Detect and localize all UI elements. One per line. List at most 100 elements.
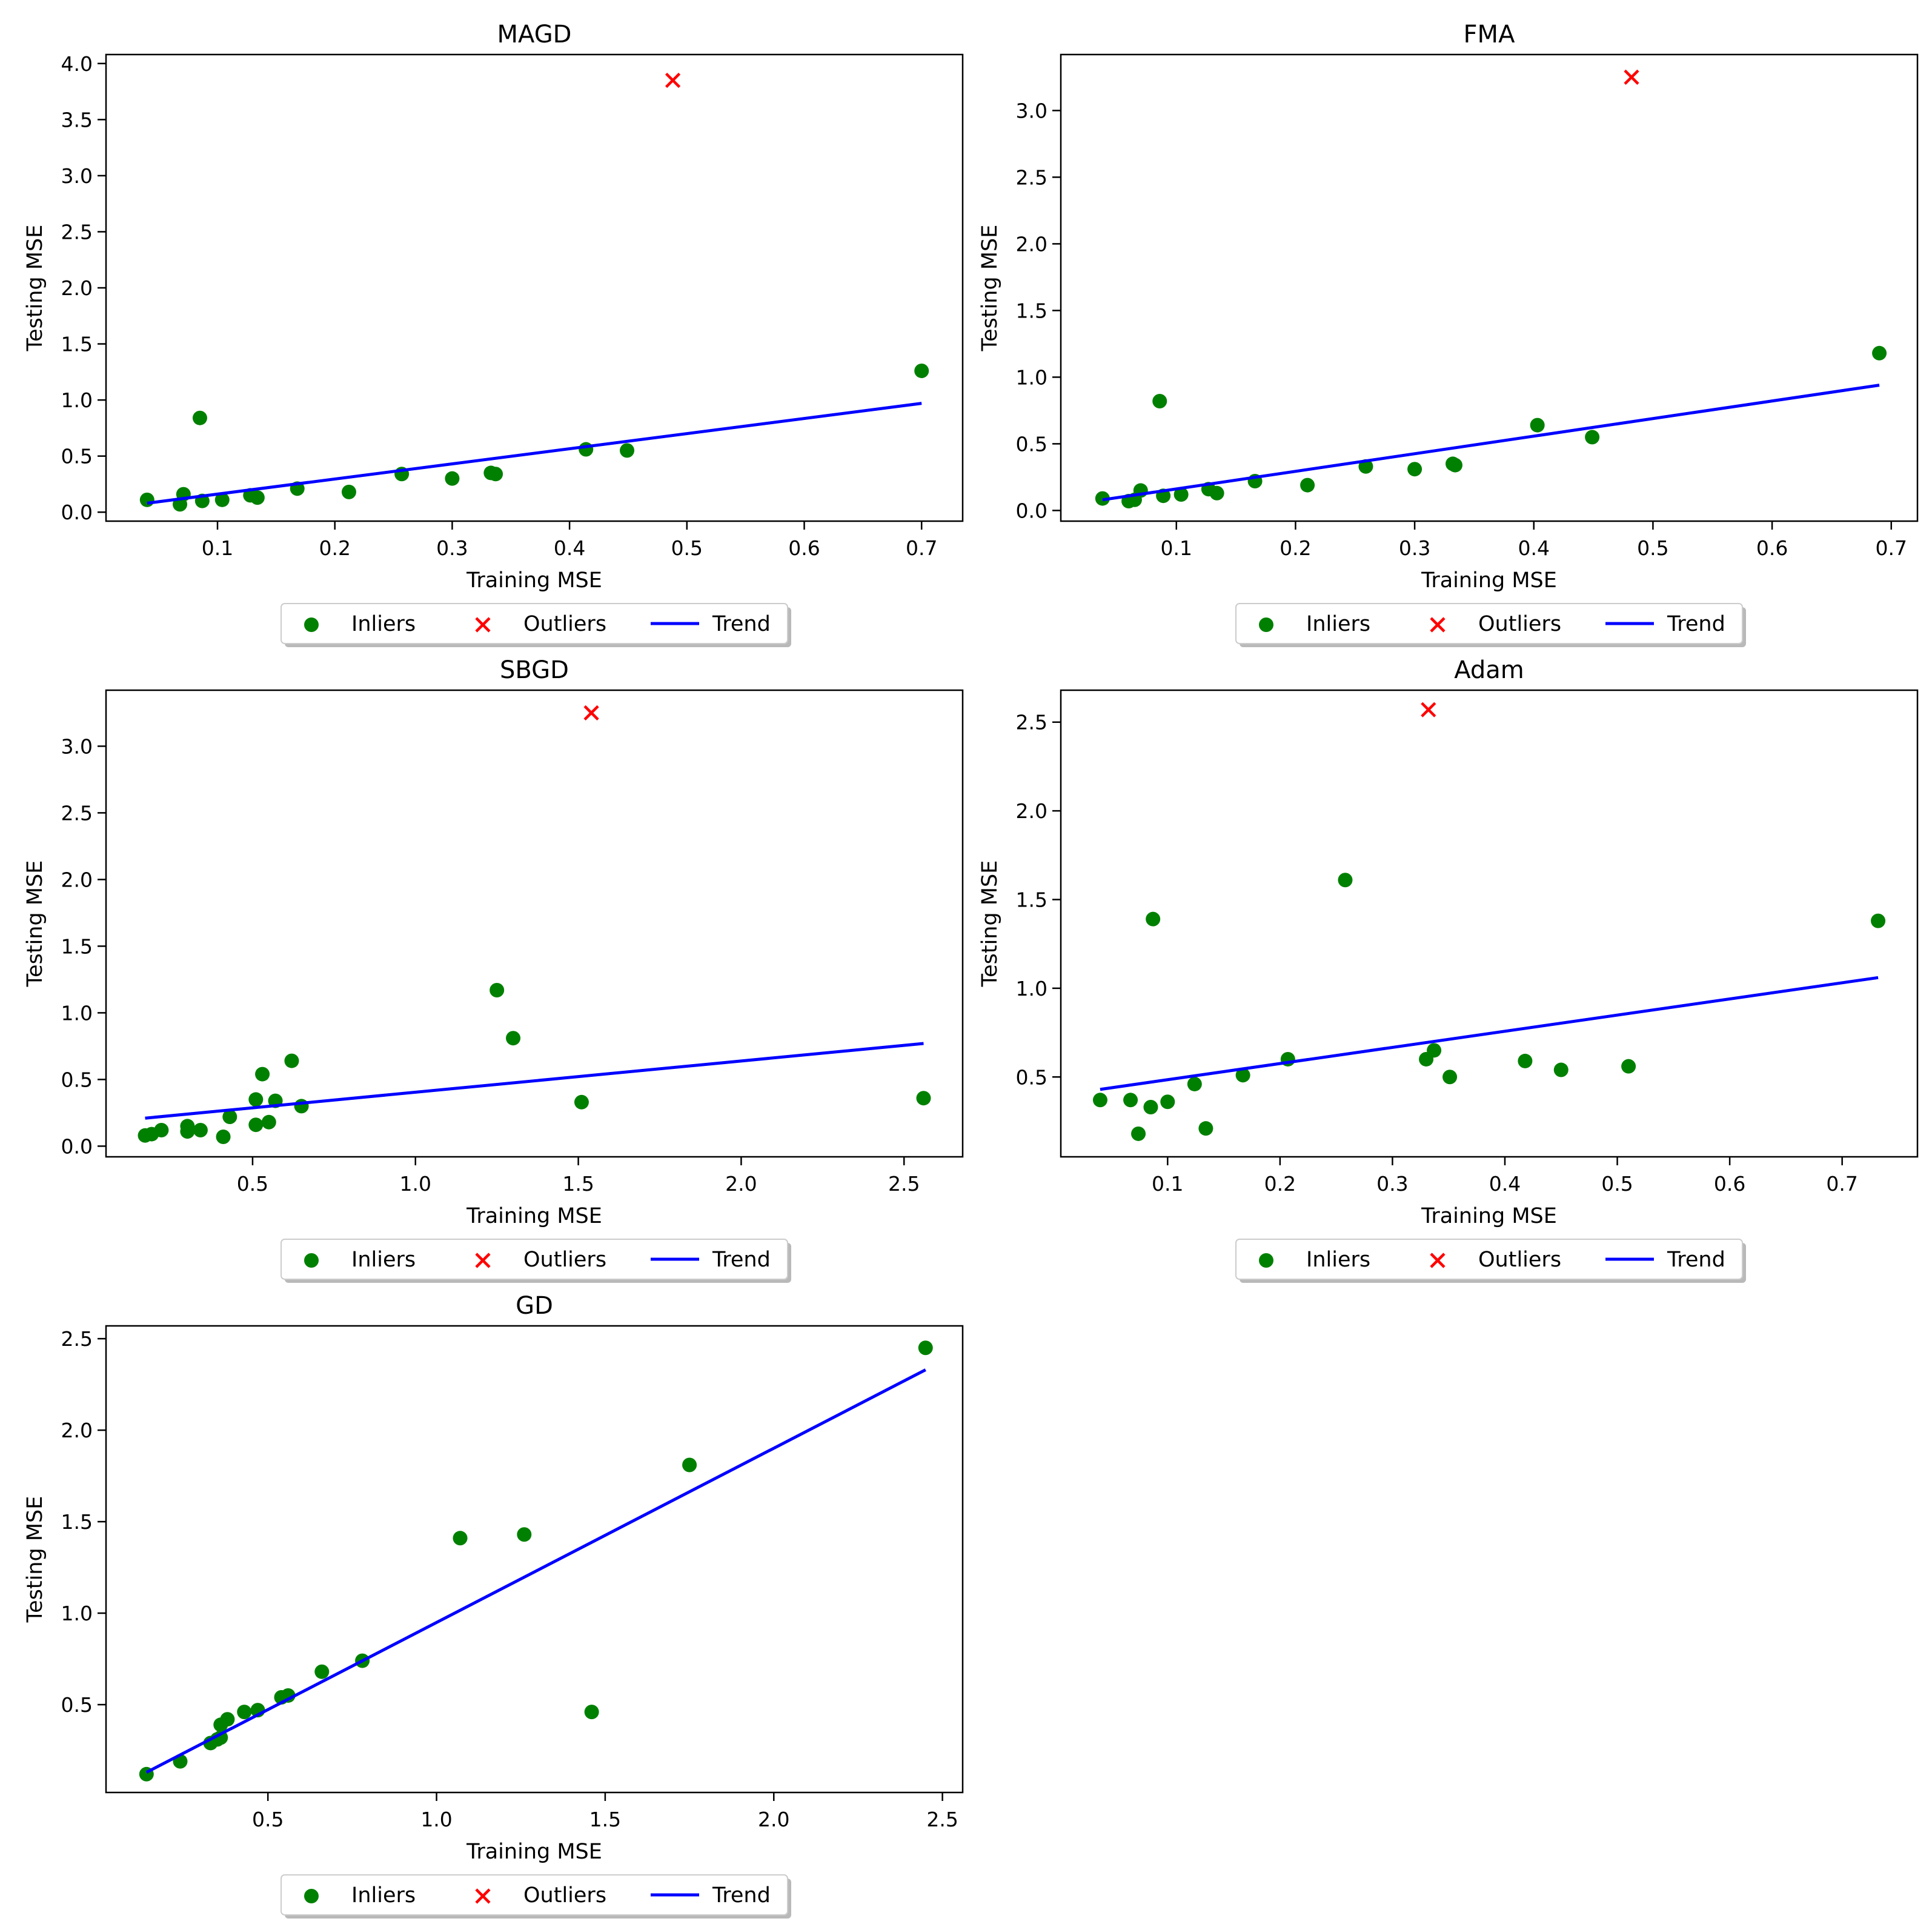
y-tick-label: 2.0 [61,1419,93,1442]
y-axis-label: Testing MSE [23,1496,47,1623]
inlier-point [250,490,265,505]
y-tick-label: 1.5 [1016,888,1047,911]
x-tick-label: 1.5 [589,1808,621,1831]
x-tick-label: 0.1 [1152,1172,1183,1196]
outlier-point [583,705,599,721]
y-tick-label: 0.5 [1016,1065,1047,1089]
chart-title: FMA [1464,21,1516,48]
inlier-point [193,1123,208,1137]
y-tick-label: 1.5 [61,934,93,958]
inlier-point [180,1124,195,1139]
y-tick-label: 2.0 [1016,232,1047,256]
inlier-point [1143,1100,1158,1115]
y-axis-label: Testing MSE [978,860,1002,988]
y-tick-label: 1.5 [61,1510,93,1534]
inlier-point [1872,345,1887,361]
x-tick-label: 0.5 [252,1808,284,1831]
outlier-mark-stroke [1421,702,1436,717]
inlier-point [1871,913,1886,928]
x-axis-label: Training MSE [1421,568,1557,593]
inlier-point [1518,1053,1533,1068]
y-tick-label: 0.5 [61,1693,93,1717]
x-axis-label: Training MSE [466,1840,602,1864]
y-tick-label: 0.0 [61,1134,93,1158]
legend-inlier-marker [304,1889,319,1903]
inlier-point [1300,478,1315,493]
inlier-point [506,1031,521,1046]
x-tick-label: 1.0 [400,1172,431,1196]
y-tick-label: 0.5 [61,445,93,468]
x-tick-label: 0.1 [202,536,233,560]
inlier-point [314,1664,330,1679]
plot-frame [105,689,964,1158]
plot-frame [1060,53,1919,522]
inlier-point [1198,1121,1213,1136]
legend-outliers-label: Outliers [1478,612,1561,636]
inlier-point [620,443,635,458]
inlier-point [1146,911,1161,927]
legend-trend-label: Trend [1667,612,1725,636]
y-tick-label: 1.5 [61,333,93,356]
y-tick-label: 3.0 [1016,99,1047,122]
chart-title: MAGD [497,21,572,48]
inlier-point [213,1730,228,1745]
inlier-point [1092,1093,1107,1108]
inlier-point [1152,394,1167,408]
inlier-point [1585,430,1600,445]
y-tick-label: 2.5 [61,220,93,244]
x-tick-label: 0.2 [319,536,350,560]
legend: Inliers Outliers Trend [1235,603,1746,647]
inlier-point [914,363,929,378]
x-tick-label: 0.2 [1264,1172,1296,1196]
inlier-point [1447,458,1462,473]
inlier-point [579,442,594,457]
x-tick-label: 1.0 [420,1808,452,1831]
y-tick-label: 1.0 [61,1001,93,1025]
y-tick-label: 1.0 [61,1602,93,1625]
inlier-point [1530,418,1545,433]
x-tick-label: 2.0 [758,1808,789,1831]
inlier-point [222,1110,237,1124]
inlier-point [248,1092,264,1107]
x-tick-label: 0.1 [1161,536,1192,560]
legend-inliers-label: Inliers [1306,1248,1370,1272]
legend-frame [281,603,788,644]
y-tick-label: 4.0 [61,52,93,76]
inlier-point [220,1712,235,1727]
inlier-point [261,1114,276,1130]
inlier-point [248,1117,264,1133]
x-tick-label: 0.7 [906,536,937,560]
inlier-point [1131,1126,1146,1141]
x-tick-label: 1.5 [562,1172,594,1196]
data-layer [138,705,931,1144]
legend-outliers-label: Outliers [523,1883,606,1908]
legend-outlier-marker [475,617,491,633]
x-tick-label: 0.2 [1280,536,1311,560]
y-axis-label: Testing MSE [23,860,47,988]
y-tick-label: 2.5 [1016,165,1047,189]
outlier-point [1421,702,1436,717]
chart-title: GD [516,1292,553,1320]
x-tick-label: 0.3 [1376,1172,1408,1196]
chart-gd: GD 0.5 1.0 1.5 2.0 2.5 0.5 1.0 1.5 2.0 2.5 Training… [23,1292,964,1919]
inlier-point [916,1091,931,1106]
x-tick-label: 0.5 [1601,1172,1633,1196]
inlier-point [1173,487,1189,502]
x-tick-label: 0.7 [1875,536,1907,560]
inlier-point [1123,1093,1138,1108]
inlier-point [517,1527,532,1542]
inlier-point [1621,1059,1636,1074]
chart-adam: Adam 0.1 0.2 0.3 0.4 0.5 0.6 0.7 0.5 1.0 1.5 2.0 2.5… [978,656,1919,1283]
y-tick-label: 2.0 [1016,799,1047,823]
legend: Inliers Outliers Trend [281,603,791,647]
x-tick-label: 0.5 [1637,536,1668,560]
x-tick-label: 2.5 [926,1808,958,1831]
legend-inliers-label: Inliers [351,1883,416,1908]
legend-frame [281,1239,788,1280]
y-tick-label: 2.0 [61,868,93,891]
inlier-point [294,1099,309,1114]
x-tick-label: 0.7 [1826,1172,1857,1196]
legend-trend-label: Trend [712,612,771,636]
chart-fma: FMA 0.1 0.2 0.3 0.4 0.5 0.6 0.7 0.0 0.5 1.0 1.5 2.0 2… [978,21,1919,647]
